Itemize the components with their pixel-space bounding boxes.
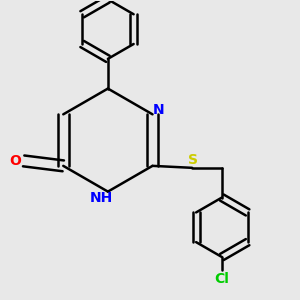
Text: NH: NH <box>89 190 112 205</box>
Text: S: S <box>188 153 198 167</box>
Text: Cl: Cl <box>214 272 229 286</box>
Text: N: N <box>153 103 164 117</box>
Text: O: O <box>9 154 21 168</box>
